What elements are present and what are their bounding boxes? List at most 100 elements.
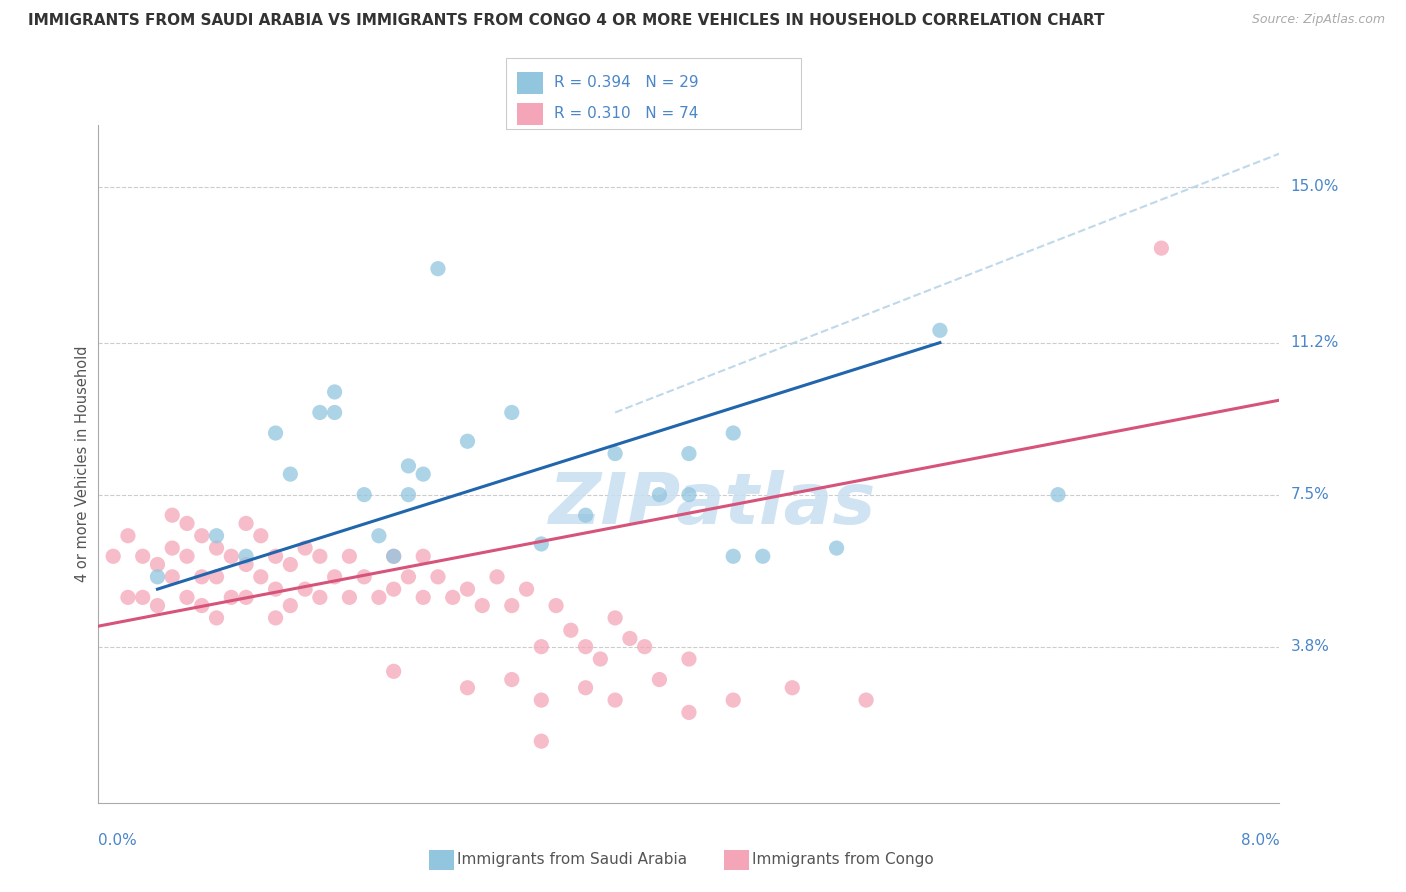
Point (678, 488, 700, 502)
Point (176, 516, 198, 531)
Point (648, 488, 671, 502)
Point (264, 582, 287, 596)
Point (825, 541, 848, 555)
Point (205, 541, 228, 555)
Point (219, 549, 242, 564)
Point (191, 570, 214, 584)
Point (396, 458, 419, 473)
Point (456, 582, 478, 596)
Point (103, 549, 124, 564)
Point (264, 549, 287, 564)
Point (515, 582, 537, 596)
Point (574, 640, 596, 654)
Point (441, 591, 464, 605)
Point (426, 570, 449, 584)
Point (396, 488, 419, 502)
Y-axis label: 4 or more Vehicles in Household: 4 or more Vehicles in Household (75, 345, 90, 582)
Point (560, 624, 582, 638)
Point (337, 549, 360, 564)
Point (456, 681, 478, 695)
Point (205, 611, 228, 625)
Point (162, 508, 183, 523)
Point (751, 549, 773, 564)
Point (235, 558, 257, 572)
Point (382, 549, 405, 564)
Point (605, 693, 627, 707)
Point (605, 611, 627, 625)
Point (117, 529, 139, 543)
Point (191, 599, 214, 613)
Text: Immigrants from Saudi Arabia: Immigrants from Saudi Arabia (457, 853, 688, 867)
Point (530, 693, 553, 707)
Point (721, 693, 744, 707)
Text: 15.0%: 15.0% (1291, 179, 1339, 194)
Point (382, 549, 405, 564)
Point (278, 467, 301, 482)
Text: 7.5%: 7.5% (1291, 487, 1329, 502)
Point (353, 488, 375, 502)
Point (205, 529, 228, 543)
Point (589, 652, 612, 666)
Point (294, 541, 316, 555)
Point (574, 681, 596, 695)
Point (235, 549, 257, 564)
Text: ZIPatlas: ZIPatlas (548, 470, 876, 539)
Point (485, 570, 508, 584)
Point (678, 706, 700, 720)
Point (574, 508, 596, 523)
Point (721, 425, 744, 440)
Point (146, 558, 169, 572)
Point (323, 570, 346, 584)
Point (855, 693, 877, 707)
Point (235, 516, 257, 531)
Text: 0.0%: 0.0% (98, 833, 138, 848)
Point (294, 582, 316, 596)
Point (337, 591, 360, 605)
Point (544, 599, 567, 613)
Point (412, 549, 434, 564)
Text: 8.0%: 8.0% (1240, 833, 1279, 848)
Point (367, 591, 389, 605)
Text: 11.2%: 11.2% (1291, 335, 1339, 351)
Point (308, 405, 332, 419)
Point (501, 673, 523, 687)
Point (219, 591, 242, 605)
Point (633, 640, 655, 654)
Point (501, 599, 523, 613)
Point (264, 425, 287, 440)
Point (721, 549, 744, 564)
Point (530, 640, 553, 654)
Point (250, 529, 273, 543)
Point (176, 591, 198, 605)
Point (530, 537, 553, 551)
Point (146, 599, 169, 613)
Point (678, 446, 700, 460)
Point (396, 570, 419, 584)
Point (456, 434, 478, 449)
Point (162, 541, 183, 555)
Point (605, 446, 627, 460)
Point (501, 405, 523, 419)
Point (678, 652, 700, 666)
Text: Immigrants from Congo: Immigrants from Congo (752, 853, 934, 867)
Point (117, 591, 139, 605)
Point (191, 529, 214, 543)
Point (353, 570, 375, 584)
Point (250, 570, 273, 584)
Point (323, 405, 346, 419)
Point (323, 384, 346, 399)
Point (308, 591, 332, 605)
Point (471, 599, 494, 613)
Point (382, 582, 405, 596)
Point (162, 570, 183, 584)
Text: IMMIGRANTS FROM SAUDI ARABIA VS IMMIGRANTS FROM CONGO 4 OR MORE VEHICLES IN HOUS: IMMIGRANTS FROM SAUDI ARABIA VS IMMIGRAN… (28, 13, 1105, 29)
Point (176, 549, 198, 564)
Point (205, 570, 228, 584)
Text: R = 0.310   N = 74: R = 0.310 N = 74 (554, 106, 699, 121)
Point (132, 549, 155, 564)
Text: 3.8%: 3.8% (1291, 640, 1330, 654)
Point (146, 570, 169, 584)
Point (782, 681, 804, 695)
Point (278, 599, 301, 613)
Point (1046, 488, 1069, 502)
